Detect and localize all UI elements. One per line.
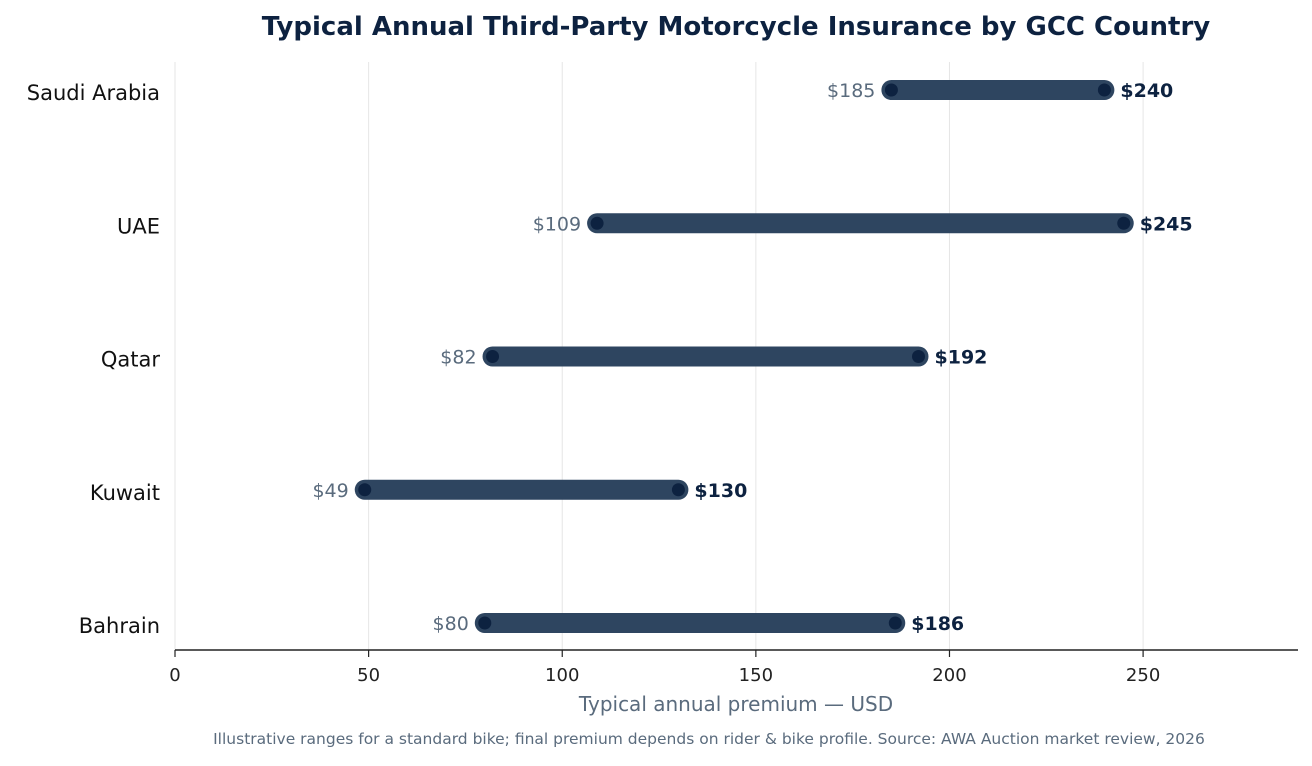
high-point <box>1097 83 1111 97</box>
range-bars <box>354 80 1134 633</box>
x-axis-label: Typical annual premium — USD <box>578 692 893 716</box>
category-labels: Saudi Arabia UAE Qatar Kuwait Bahrain <box>27 81 161 638</box>
category-label: Kuwait <box>90 481 160 505</box>
category-label: UAE <box>117 214 160 238</box>
high-value-label: $130 <box>694 480 747 502</box>
low-point <box>358 483 372 497</box>
high-point <box>1117 216 1131 230</box>
high-value-label: $245 <box>1140 213 1193 235</box>
high-point <box>912 350 926 363</box>
x-tick-label: 150 <box>739 665 773 686</box>
low-point <box>478 616 492 630</box>
high-value-label: $240 <box>1120 80 1173 102</box>
category-label: Saudi Arabia <box>27 81 160 105</box>
low-value-label: $185 <box>827 80 875 102</box>
low-point <box>884 83 898 97</box>
category-label: Bahrain <box>79 614 160 638</box>
high-value-label: $192 <box>935 347 988 369</box>
x-tick-label: 200 <box>932 665 966 686</box>
category-label: Qatar <box>101 348 161 372</box>
low-value-label: $82 <box>440 347 476 369</box>
x-tick-label: 50 <box>357 665 380 686</box>
high-value-label: $186 <box>911 613 964 635</box>
chart-footnote: Illustrative ranges for a standard bike;… <box>213 730 1205 748</box>
low-value-label: $109 <box>533 213 581 235</box>
x-tick-label: 100 <box>545 665 579 686</box>
low-point <box>486 350 500 363</box>
x-tick-label: 0 <box>169 665 180 686</box>
x-axis-ticks: 0 50 100 150 200 250 <box>169 650 1160 686</box>
low-value-label: $49 <box>312 480 348 502</box>
data-labels: $185 $240 $109 $245 $82 $192 $49 $130 $80 $186 <box>312 80 1192 635</box>
chart-title: Typical Annual Third-Party Motorcycle In… <box>262 12 1210 42</box>
low-point <box>590 216 604 230</box>
high-point <box>888 616 902 630</box>
high-point <box>671 483 685 497</box>
low-value-label: $80 <box>433 613 469 635</box>
x-tick-label: 250 <box>1126 665 1160 686</box>
